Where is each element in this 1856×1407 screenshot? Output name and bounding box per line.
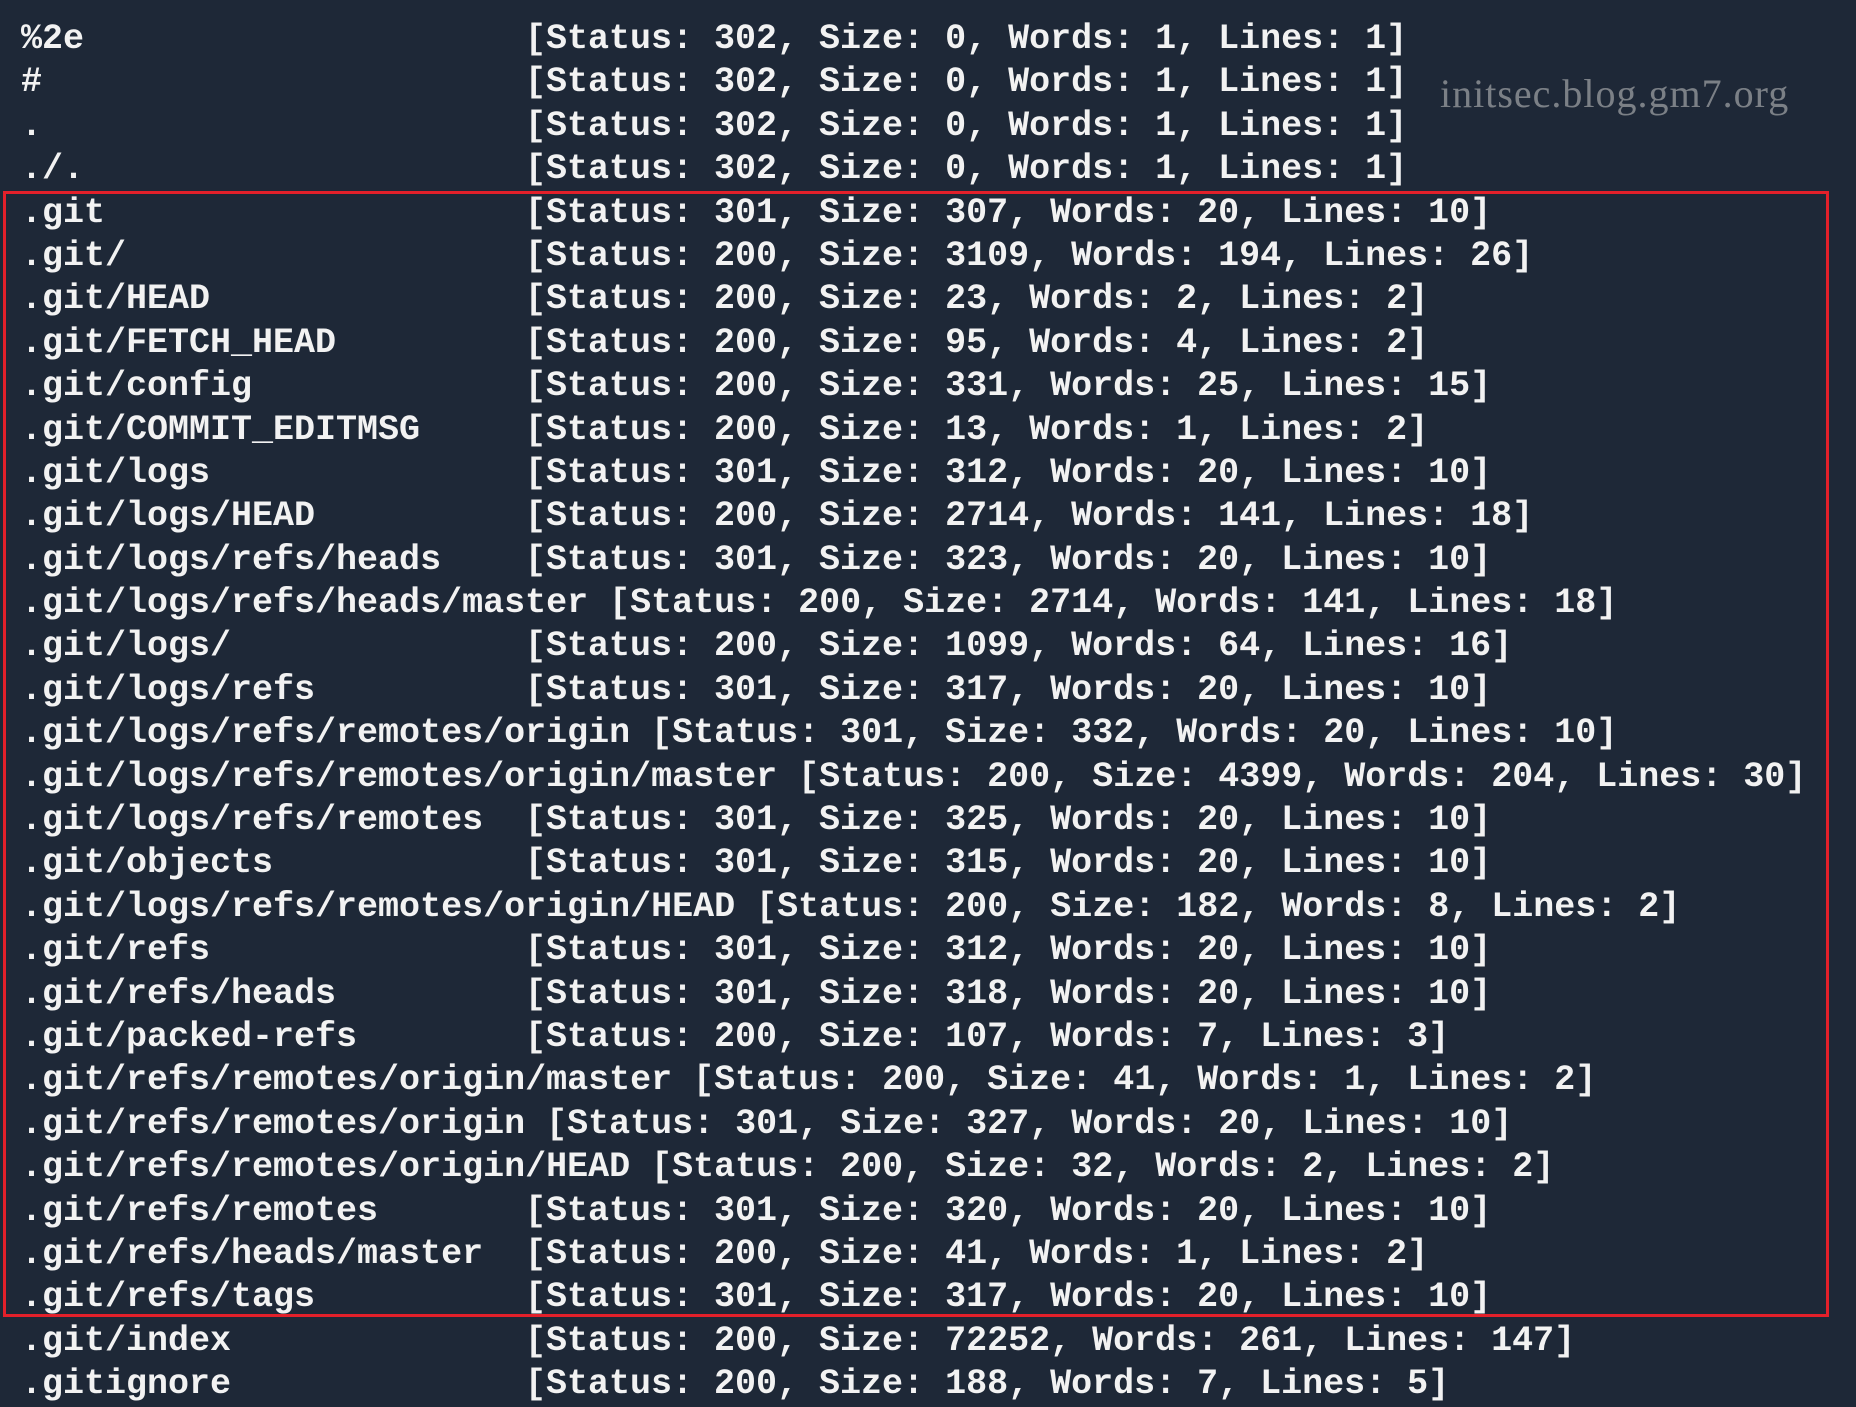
response-info: [Status: 200, Size: 331, Words: 25, Line… bbox=[525, 366, 1492, 407]
path-name: # bbox=[21, 62, 43, 103]
output-line: %2e [Status: 302, Size: 0, Words: 1, Line… bbox=[21, 18, 1806, 61]
response-info: [Status: 301, Size: 317, Words: 20, Line… bbox=[525, 1277, 1492, 1318]
path-name: .git/refs/tags bbox=[21, 1277, 316, 1318]
terminal-output: %2e [Status: 302, Size: 0, Words: 1, Line… bbox=[21, 18, 1806, 1407]
response-info: [Status: 200, Size: 1099, Words: 64, Lin… bbox=[525, 626, 1513, 667]
path-name: .git/packed-refs bbox=[21, 1016, 358, 1057]
path-name: .gitignore bbox=[21, 1364, 232, 1405]
path-name: .git/ bbox=[21, 235, 127, 276]
output-line: .gitignore [Status: 200, Size: 188, Words… bbox=[21, 1363, 1806, 1406]
path-name: .git/logs/refs/remotes bbox=[21, 800, 484, 841]
response-info: [Status: 200, Size: 95, Words: 4, Lines:… bbox=[525, 322, 1429, 363]
path-name: .git/COMMIT_EDITMSG bbox=[21, 409, 421, 450]
watermark: initsec.blog.gm7.org bbox=[1440, 71, 1790, 116]
output-line: .git/refs/remotes/origin/HEAD [Status: 2… bbox=[21, 1146, 1806, 1189]
path-name: .git/HEAD bbox=[21, 279, 211, 320]
path-name: . bbox=[21, 105, 43, 146]
path-name: .git bbox=[21, 192, 106, 233]
path-name: .git/logs bbox=[21, 452, 211, 493]
response-info: [Status: 200, Size: 188, Words: 7, Lines… bbox=[525, 1364, 1450, 1405]
response-info: [Status: 301, Size: 312, Words: 20, Line… bbox=[525, 452, 1492, 493]
path-name: .git/refs/remotes bbox=[21, 1190, 379, 1231]
output-line: .git/refs/remotes/origin [Status: 301, S… bbox=[21, 1103, 1806, 1146]
path-name: .git/refs/remotes/origin/master bbox=[21, 1060, 673, 1101]
path-name: .git/logs/refs bbox=[21, 669, 316, 710]
path-name: .git/refs/remotes/origin bbox=[21, 1103, 526, 1144]
output-line: .git/packed-refs [Status: 200, Size: 107,… bbox=[21, 1016, 1806, 1059]
output-line: .git/index [Status: 200, Size: 72252, Wor… bbox=[21, 1320, 1806, 1363]
response-info: [Status: 302, Size: 0, Words: 1, Lines: … bbox=[525, 19, 1408, 59]
output-line: .git/HEAD [Status: 200, Size: 23, Words: … bbox=[21, 278, 1806, 321]
response-info: [Status: 200, Size: 23, Words: 2, Lines:… bbox=[525, 279, 1429, 320]
output-line: .git/logs/refs/heads/master [Status: 200… bbox=[21, 582, 1806, 625]
response-info: [Status: 301, Size: 325, Words: 20, Line… bbox=[525, 800, 1492, 841]
output-line: ./. [Status: 302, Size: 0, Words: 1, Line… bbox=[21, 148, 1806, 191]
output-line: .git/logs [Status: 301, Size: 312, Words:… bbox=[21, 452, 1806, 495]
output-line: . [Status: 302, Size: 0, Words: 1, Lines:… bbox=[21, 105, 1806, 148]
path-name: .git/config bbox=[21, 366, 253, 407]
path-name: .git/logs/HEAD bbox=[21, 496, 316, 537]
output-line: .git/logs/refs/remotes/origin/HEAD [Stat… bbox=[21, 886, 1806, 929]
path-name: .git/FETCH_HEAD bbox=[21, 322, 337, 363]
output-line: .git [Status: 301, Size: 307, Words: 20, … bbox=[21, 192, 1806, 235]
response-info: [Status: 301, Size: 312, Words: 20, Line… bbox=[525, 930, 1492, 971]
response-info: [Status: 200, Size: 41, Words: 1, Lines:… bbox=[525, 1233, 1429, 1274]
output-line: .git/logs/refs/remotes/origin/master [St… bbox=[21, 756, 1806, 799]
response-info: [Status: 301, Size: 318, Words: 20, Line… bbox=[525, 973, 1492, 1014]
path-name: .git/logs/refs/remotes/origin/HEAD bbox=[21, 886, 736, 927]
path-name: .git/logs/refs/remotes/origin/master bbox=[21, 756, 778, 797]
path-name: .git/refs/heads/master bbox=[21, 1233, 484, 1274]
path-name: .git/logs/refs/heads/master bbox=[21, 583, 589, 624]
output-line: .git/objects [Status: 301, Size: 315, Wor… bbox=[21, 842, 1806, 885]
output-line: .git/COMMIT_EDITMSG [Status: 200, Size: 1… bbox=[21, 409, 1806, 452]
response-info: [Status: 200, Size: 2714, Words: 141, Li… bbox=[525, 496, 1534, 537]
output-line: .git/refs/remotes [Status: 301, Size: 320… bbox=[21, 1190, 1806, 1233]
response-info: [Status: 200, Size: 3109, Words: 194, Li… bbox=[525, 235, 1534, 276]
output-line: .git/refs/heads/master [Status: 200, Size… bbox=[21, 1233, 1806, 1276]
output-line: .git/refs/tags [Status: 301, Size: 317, W… bbox=[21, 1276, 1806, 1319]
path-name: .git/objects bbox=[21, 843, 274, 884]
output-line: .git/refs/remotes/origin/master [Status:… bbox=[21, 1059, 1806, 1102]
response-info: [Status: 200, Size: 2714, Words: 141, Li… bbox=[609, 583, 1618, 624]
response-info: [Status: 302, Size: 0, Words: 1, Lines: … bbox=[525, 62, 1408, 103]
response-info: [Status: 301, Size: 315, Words: 20, Line… bbox=[525, 843, 1492, 884]
output-line: .git/ [Status: 200, Size: 3109, Words: 19… bbox=[21, 235, 1806, 278]
path-name: .git/logs/refs/remotes/origin bbox=[21, 713, 631, 754]
response-info: [Status: 200, Size: 13, Words: 1, Lines:… bbox=[525, 409, 1429, 450]
response-info: [Status: 200, Size: 41, Words: 1, Lines:… bbox=[693, 1060, 1597, 1101]
output-line: .git/logs/ [Status: 200, Size: 1099, Word… bbox=[21, 625, 1806, 668]
response-info: [Status: 301, Size: 320, Words: 20, Line… bbox=[525, 1190, 1492, 1231]
path-name: .git/refs bbox=[21, 930, 211, 971]
path-name: ./. bbox=[21, 149, 85, 190]
output-line: .git/config [Status: 200, Size: 331, Word… bbox=[21, 365, 1806, 408]
output-line: # [Status: 302, Size: 0, Words: 1, Lines:… bbox=[21, 61, 1806, 104]
response-info: [Status: 200, Size: 4399, Words: 204, Li… bbox=[798, 756, 1807, 797]
response-info: [Status: 301, Size: 307, Words: 20, Line… bbox=[525, 192, 1492, 233]
path-name: .git/refs/heads bbox=[21, 973, 337, 1014]
response-info: [Status: 200, Size: 107, Words: 7, Lines… bbox=[525, 1016, 1450, 1057]
output-line: .git/logs/refs/heads [Status: 301, Size: … bbox=[21, 539, 1806, 582]
response-info: [Status: 301, Size: 327, Words: 20, Line… bbox=[546, 1103, 1513, 1144]
path-name: .git/logs/refs/heads bbox=[21, 539, 442, 580]
response-info: [Status: 301, Size: 332, Words: 20, Line… bbox=[651, 713, 1618, 754]
output-line: .git/logs/HEAD [Status: 200, Size: 2714, … bbox=[21, 495, 1806, 538]
response-info: [Status: 200, Size: 182, Words: 8, Lines… bbox=[756, 886, 1681, 927]
path-name: .git/index bbox=[21, 1320, 232, 1361]
output-line: .git/FETCH_HEAD [Status: 200, Size: 95, W… bbox=[21, 322, 1806, 365]
output-line: .git/refs/heads [Status: 301, Size: 318, … bbox=[21, 973, 1806, 1016]
output-line: .git/logs/refs [Status: 301, Size: 317, W… bbox=[21, 669, 1806, 712]
path-name: .git/refs/remotes/origin/HEAD bbox=[21, 1147, 631, 1188]
output-line: .git/logs/refs/remotes [Status: 301, Size… bbox=[21, 799, 1806, 842]
response-info: [Status: 302, Size: 0, Words: 1, Lines: … bbox=[525, 105, 1408, 146]
output-line: .git/refs [Status: 301, Size: 312, Words:… bbox=[21, 929, 1806, 972]
response-info: [Status: 301, Size: 317, Words: 20, Line… bbox=[525, 669, 1492, 710]
path-name: %2e bbox=[21, 19, 85, 59]
path-name: .git/logs/ bbox=[21, 626, 232, 667]
response-info: [Status: 301, Size: 323, Words: 20, Line… bbox=[525, 539, 1492, 580]
response-info: [Status: 200, Size: 72252, Words: 261, L… bbox=[525, 1320, 1576, 1361]
output-line: .git/logs/refs/remotes/origin [Status: 3… bbox=[21, 712, 1806, 755]
response-info: [Status: 302, Size: 0, Words: 1, Lines: … bbox=[525, 149, 1408, 190]
response-info: [Status: 200, Size: 32, Words: 2, Lines:… bbox=[651, 1147, 1555, 1188]
